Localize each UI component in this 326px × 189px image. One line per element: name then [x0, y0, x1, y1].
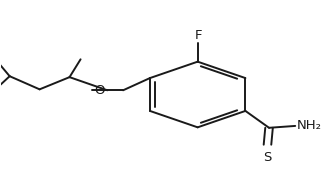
Text: F: F — [195, 29, 202, 42]
Text: O: O — [94, 84, 105, 97]
Text: NH₂: NH₂ — [296, 119, 321, 132]
Text: S: S — [263, 151, 272, 164]
